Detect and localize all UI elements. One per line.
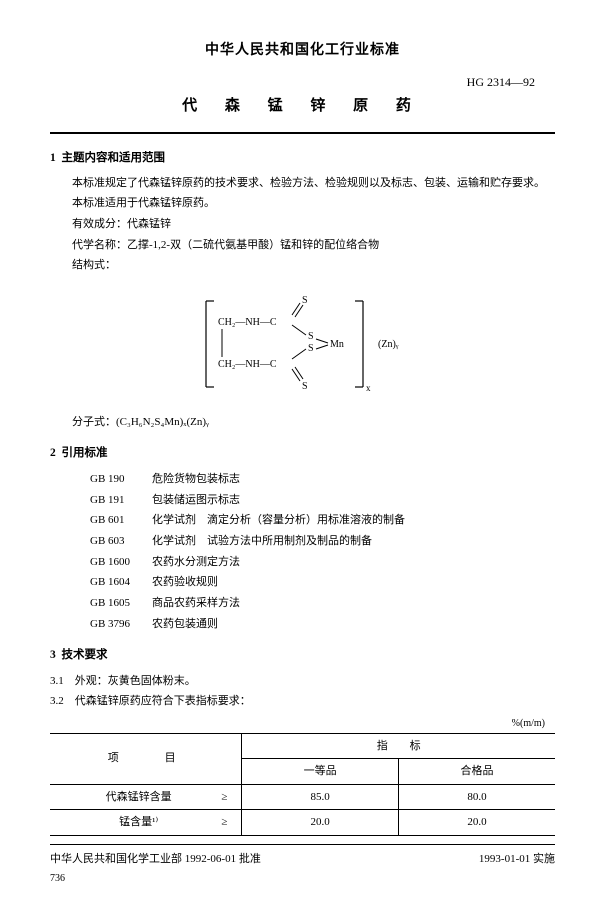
- s3-2: 3.2 代森锰锌原药应符合下表指标要求：: [50, 693, 555, 710]
- page-number: 736: [50, 871, 555, 886]
- reference-list: GB 190危险货物包装标志 GB 191包装储运图示标志 GB 601化学试剂…: [90, 470, 555, 634]
- effective-text: 1993-01-01 实施: [479, 851, 555, 868]
- ref-item: GB 1605商品农药采样方法: [90, 594, 555, 613]
- formula-s-mid2: S: [308, 343, 314, 354]
- formula-s-top: S: [302, 295, 308, 306]
- ref-item: GB 1604农药验收规则: [90, 573, 555, 592]
- ref-name: 农药包装通则: [152, 618, 218, 630]
- title-separator: [50, 132, 555, 134]
- ref-name: 商品农药采样方法: [152, 597, 240, 609]
- ref-name: 化学试剂 试验方法中所用制剂及制品的制备: [152, 535, 372, 547]
- ref-name: 危险货物包装标志: [152, 473, 240, 485]
- col-grade2: 合格品: [398, 759, 555, 785]
- section-2-heading: 2 引用标准: [50, 445, 555, 462]
- ref-name: 农药验收规则: [152, 576, 218, 588]
- standard-code: HG 2314—92: [50, 73, 555, 91]
- s1-p4: 代学名称：乙撑-1,2-双（二硫代氨基甲酸）锰和锌的配位络合物: [50, 237, 555, 255]
- col-grade1: 一等品: [242, 759, 399, 785]
- col-index: 指 标: [242, 733, 555, 759]
- row2-v2: 20.0: [398, 810, 555, 836]
- row2-name: 锰含量¹⁾: [119, 816, 158, 828]
- formula-ch2-top: CH₂—NH—C: [218, 317, 277, 328]
- spec-table: 项 目 指 标 一等品 合格品 代森锰锌含量 ≥ 85.0 80.0 锰含量¹⁾ ≥…: [50, 733, 555, 836]
- s1-p2: 本标准适用于代森锰锌原药。: [50, 195, 555, 213]
- s1-p3: 有效成分：代森锰锌: [50, 216, 555, 234]
- ref-code: GB 603: [90, 532, 152, 551]
- section-3-title: 技术要求: [62, 649, 108, 661]
- ref-code: GB 191: [90, 491, 152, 510]
- ref-name: 农药水分测定方法: [152, 556, 240, 568]
- formula-svg: CH₂—NH—C CH₂—NH—C S S S Mn S x (Zn)ᵧ: [188, 289, 418, 399]
- section-1-heading: 1 主题内容和适用范围: [50, 150, 555, 167]
- ref-code: GB 1604: [90, 573, 152, 592]
- row1-v1: 85.0: [242, 784, 399, 810]
- row1-v2: 80.0: [398, 784, 555, 810]
- document-title: 代 森 锰 锌 原 药: [50, 95, 555, 118]
- ref-item: GB 190危险货物包装标志: [90, 470, 555, 489]
- section-2-title: 引用标准: [62, 447, 108, 459]
- ref-item: GB 191包装储运图示标志: [90, 491, 555, 510]
- footer-separator: [50, 844, 555, 845]
- org-title: 中华人民共和国化工行业标准: [50, 40, 555, 61]
- ref-code: GB 1600: [90, 553, 152, 572]
- ref-name: 包装储运图示标志: [152, 494, 240, 506]
- molecular-formula: 分子式：(C₃H₆N₂S₄Mn)ₓ(Zn)ᵧ: [50, 414, 555, 431]
- row1-op: ≥: [221, 789, 235, 806]
- table-row: 代森锰锌含量 ≥ 85.0 80.0: [50, 784, 555, 810]
- ref-code: GB 1605: [90, 594, 152, 613]
- ref-item: GB 601化学试剂 滴定分析（容量分析）用标准溶液的制备: [90, 511, 555, 530]
- ref-item: GB 3796农药包装通则: [90, 615, 555, 634]
- section-1-num: 1: [50, 152, 56, 164]
- section-3-heading: 3 技术要求: [50, 647, 555, 664]
- ref-name: 化学试剂 滴定分析（容量分析）用标准溶液的制备: [152, 514, 405, 526]
- approval-text: 中华人民共和国化学工业部 1992-06-01 批准: [50, 851, 261, 868]
- s1-p5: 结构式：: [50, 257, 555, 275]
- row2-v1: 20.0: [242, 810, 399, 836]
- formula-zn: (Zn)ᵧ: [378, 339, 399, 350]
- ref-item: GB 1600农药水分测定方法: [90, 553, 555, 572]
- unit-label: %(m/m): [50, 716, 555, 731]
- ref-code: GB 3796: [90, 615, 152, 634]
- formula-mn: Mn: [330, 339, 344, 350]
- section-3-num: 3: [50, 649, 56, 661]
- footer-row: 中华人民共和国化学工业部 1992-06-01 批准 1993-01-01 实施: [50, 851, 555, 868]
- ref-item: GB 603化学试剂 试验方法中所用制剂及制品的制备: [90, 532, 555, 551]
- s1-p1: 本标准规定了代森锰锌原药的技术要求、检验方法、检验规则以及标志、包装、运输和贮存…: [50, 175, 555, 193]
- document-page: 中华人民共和国化工行业标准 HG 2314—92 代 森 锰 锌 原 药 1 主…: [0, 0, 600, 911]
- row2-op: ≥: [221, 814, 235, 831]
- col-item: 项 目: [50, 733, 242, 784]
- structural-formula: CH₂—NH—C CH₂—NH—C S S S Mn S x (Zn)ᵧ: [50, 289, 555, 405]
- section-2-num: 2: [50, 447, 56, 459]
- row1-name: 代森锰锌含量: [106, 791, 172, 803]
- section-1-title: 主题内容和适用范围: [62, 152, 166, 164]
- formula-s-bot: S: [302, 381, 308, 392]
- s3-1: 3.1 外观：灰黄色固体粉末。: [50, 673, 555, 690]
- ref-code: GB 190: [90, 470, 152, 489]
- formula-x: x: [366, 383, 371, 393]
- table-row: 锰含量¹⁾ ≥ 20.0 20.0: [50, 810, 555, 836]
- ref-code: GB 601: [90, 511, 152, 530]
- formula-s-mid1: S: [308, 331, 314, 342]
- formula-ch2-bot: CH₂—NH—C: [218, 359, 277, 370]
